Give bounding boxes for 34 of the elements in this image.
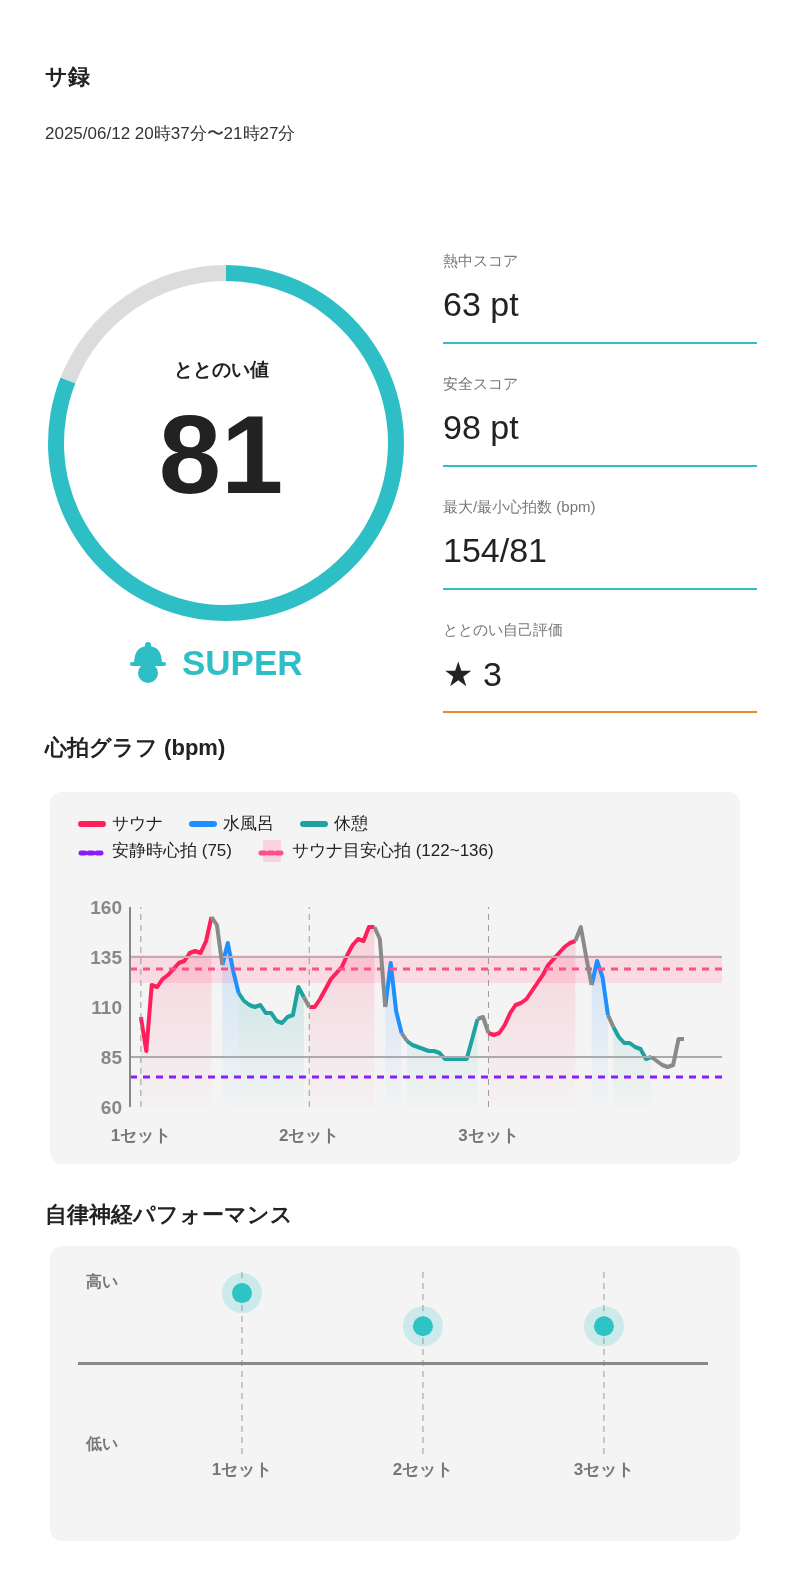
x-tick-label: 1セット: [211, 1460, 273, 1480]
chart-title: サ録: [45, 63, 90, 91]
text: 98 pt: [443, 408, 520, 447]
text: 63 pt: [443, 285, 520, 324]
x-tick-label: 3セット: [573, 1460, 635, 1480]
chart-title: 自律神経パフォーマンス: [45, 1201, 293, 1229]
legend-label: 安静時心拍 (75): [111, 840, 232, 862]
legend-label: 水風呂: [222, 813, 274, 835]
donut-slice: [48, 265, 404, 621]
legend-label: サウナ目安心拍 (122~136): [290, 840, 494, 862]
y-tick-label: 160: [90, 896, 122, 918]
chart-subtitle: 2025/06/12 20時37分〜21時27分: [45, 123, 296, 145]
text: SUPER: [182, 643, 303, 683]
text: 高い: [86, 1272, 118, 1292]
chart-title: 心拍グラフ (bpm): [45, 734, 226, 762]
text: 安全スコア: [443, 375, 519, 394]
text: ★ 3: [443, 654, 503, 694]
legend-label: 休憩: [333, 813, 368, 835]
y-tick-label: 135: [90, 946, 123, 968]
x-tick-label: 2セット: [392, 1460, 454, 1480]
text: 最大/最小心拍数 (bpm): [443, 498, 597, 517]
x-tick-label: 2セット: [278, 1126, 340, 1146]
legend-label: サウナ: [111, 813, 163, 835]
text: 81: [157, 392, 285, 517]
text: 低い: [86, 1434, 118, 1454]
y-tick-label: 85: [100, 1046, 123, 1068]
y-tick-label: 60: [100, 1096, 122, 1118]
text: 熱中スコア: [443, 252, 519, 271]
text: ととのい値: [172, 358, 270, 382]
x-tick-label: 3セット: [458, 1126, 519, 1146]
text: ととのい自己評価: [443, 621, 564, 640]
text: 154/81: [443, 531, 548, 570]
y-tick-label: 110: [91, 996, 122, 1018]
x-tick-label: 1セット: [110, 1126, 172, 1146]
